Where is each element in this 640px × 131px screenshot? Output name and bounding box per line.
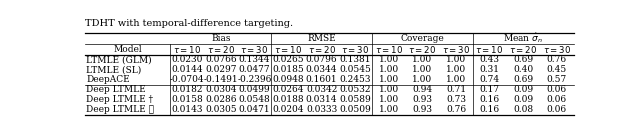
Text: 0.16: 0.16 <box>479 105 500 114</box>
Text: 0.94: 0.94 <box>412 85 433 94</box>
Text: 0.45: 0.45 <box>547 65 567 74</box>
Text: 1.00: 1.00 <box>412 65 433 74</box>
Text: 0.0333: 0.0333 <box>306 105 337 114</box>
Text: $\tau = 30$: $\tau = 30$ <box>241 44 269 55</box>
Text: 0.0304: 0.0304 <box>205 85 237 94</box>
Text: $\tau = 30$: $\tau = 30$ <box>543 44 571 55</box>
Text: 0.09: 0.09 <box>513 85 533 94</box>
Text: 0.1601: 0.1601 <box>306 75 337 84</box>
Text: 0.0509: 0.0509 <box>339 105 371 114</box>
Text: 0.1344: 0.1344 <box>239 55 270 64</box>
Text: 1.00: 1.00 <box>379 95 399 104</box>
Text: $\tau = 10$: $\tau = 10$ <box>173 44 202 55</box>
Text: -0.1491: -0.1491 <box>204 75 238 84</box>
Text: 0.09: 0.09 <box>513 95 533 104</box>
Text: 0.31: 0.31 <box>479 65 500 74</box>
Text: 0.0265: 0.0265 <box>272 55 304 64</box>
Text: 0.0305: 0.0305 <box>205 105 237 114</box>
Text: 0.69: 0.69 <box>513 55 533 64</box>
Text: 0.0230: 0.0230 <box>172 55 203 64</box>
Text: 1.00: 1.00 <box>412 75 433 84</box>
Text: 0.0144: 0.0144 <box>172 65 203 74</box>
Text: 0.06: 0.06 <box>547 95 567 104</box>
Text: -0.0704: -0.0704 <box>170 75 205 84</box>
Text: 0.40: 0.40 <box>513 65 533 74</box>
Text: 0.74: 0.74 <box>479 75 500 84</box>
Text: Deep LTMLE: Deep LTMLE <box>86 85 146 94</box>
Text: 1.00: 1.00 <box>379 65 399 74</box>
Text: 0.0766: 0.0766 <box>205 55 237 64</box>
Text: Model: Model <box>113 45 142 54</box>
Text: 0.0471: 0.0471 <box>239 105 270 114</box>
Text: TDHT with temporal-difference targeting.: TDHT with temporal-difference targeting. <box>85 19 293 28</box>
Text: 0.0796: 0.0796 <box>306 55 337 64</box>
Text: Bias: Bias <box>211 34 230 43</box>
Text: 0.0182: 0.0182 <box>172 85 203 94</box>
Text: 0.0185: 0.0185 <box>272 65 304 74</box>
Text: 0.71: 0.71 <box>446 85 466 94</box>
Text: 1.00: 1.00 <box>379 105 399 114</box>
Text: 0.93: 0.93 <box>412 105 433 114</box>
Text: 1.00: 1.00 <box>446 55 466 64</box>
Text: $\tau = 30$: $\tau = 30$ <box>341 44 369 55</box>
Text: 0.16: 0.16 <box>479 95 500 104</box>
Text: 0.0158: 0.0158 <box>172 95 203 104</box>
Text: 0.0545: 0.0545 <box>339 65 371 74</box>
Text: Mean $\dot{\sigma}_n$: Mean $\dot{\sigma}_n$ <box>503 32 543 45</box>
Text: $\tau = 30$: $\tau = 30$ <box>442 44 470 55</box>
Text: $\tau = 20$: $\tau = 20$ <box>307 44 336 55</box>
Text: $\tau = 20$: $\tau = 20$ <box>509 44 537 55</box>
Text: 0.0477: 0.0477 <box>239 65 270 74</box>
Text: $\tau = 10$: $\tau = 10$ <box>374 44 403 55</box>
Text: 0.76: 0.76 <box>446 105 466 114</box>
Text: 0.76: 0.76 <box>547 55 567 64</box>
Text: 0.0499: 0.0499 <box>239 85 270 94</box>
Text: LTMLE (SL): LTMLE (SL) <box>86 65 141 74</box>
Text: DeepACE: DeepACE <box>86 75 130 84</box>
Text: 1.00: 1.00 <box>379 75 399 84</box>
Text: 1.00: 1.00 <box>446 75 466 84</box>
Text: 0.69: 0.69 <box>513 75 533 84</box>
Text: 1.00: 1.00 <box>412 55 433 64</box>
Text: Deep LTMLE †: Deep LTMLE † <box>86 95 154 104</box>
Text: 0.0948: 0.0948 <box>272 75 304 84</box>
Text: 0.0532: 0.0532 <box>339 85 371 94</box>
Text: 1.00: 1.00 <box>446 65 466 74</box>
Text: 0.17: 0.17 <box>479 85 500 94</box>
Text: 1.00: 1.00 <box>379 85 399 94</box>
Text: $\tau = 20$: $\tau = 20$ <box>408 44 436 55</box>
Text: 1.00: 1.00 <box>379 55 399 64</box>
Text: 0.0342: 0.0342 <box>306 85 337 94</box>
Text: RMSE: RMSE <box>307 34 336 43</box>
Text: $\tau = 20$: $\tau = 20$ <box>207 44 235 55</box>
Text: 0.93: 0.93 <box>412 95 433 104</box>
Text: 0.0188: 0.0188 <box>272 95 304 104</box>
Text: 0.0264: 0.0264 <box>272 85 304 94</box>
Text: 0.43: 0.43 <box>479 55 500 64</box>
Text: LTMLE (GLM): LTMLE (GLM) <box>86 55 152 64</box>
Text: 0.0143: 0.0143 <box>172 105 203 114</box>
Text: 0.0344: 0.0344 <box>306 65 337 74</box>
Text: $\tau = 10$: $\tau = 10$ <box>274 44 302 55</box>
Text: 0.0314: 0.0314 <box>306 95 337 104</box>
Text: 0.06: 0.06 <box>547 85 567 94</box>
Text: 0.73: 0.73 <box>446 95 466 104</box>
Text: 0.57: 0.57 <box>547 75 567 84</box>
Text: 0.08: 0.08 <box>513 105 533 114</box>
Text: 0.0589: 0.0589 <box>339 95 371 104</box>
Text: 0.0297: 0.0297 <box>205 65 237 74</box>
Text: $\tau = 10$: $\tau = 10$ <box>476 44 504 55</box>
Text: 0.0286: 0.0286 <box>205 95 237 104</box>
Text: 0.0548: 0.0548 <box>239 95 270 104</box>
Text: -0.2396: -0.2396 <box>237 75 271 84</box>
Text: Coverage: Coverage <box>401 34 444 43</box>
Text: 0.2453: 0.2453 <box>339 75 371 84</box>
Text: 0.06: 0.06 <box>547 105 567 114</box>
Text: 0.0204: 0.0204 <box>272 105 304 114</box>
Text: Deep LTMLE ★: Deep LTMLE ★ <box>86 105 154 114</box>
Text: 0.1381: 0.1381 <box>339 55 371 64</box>
